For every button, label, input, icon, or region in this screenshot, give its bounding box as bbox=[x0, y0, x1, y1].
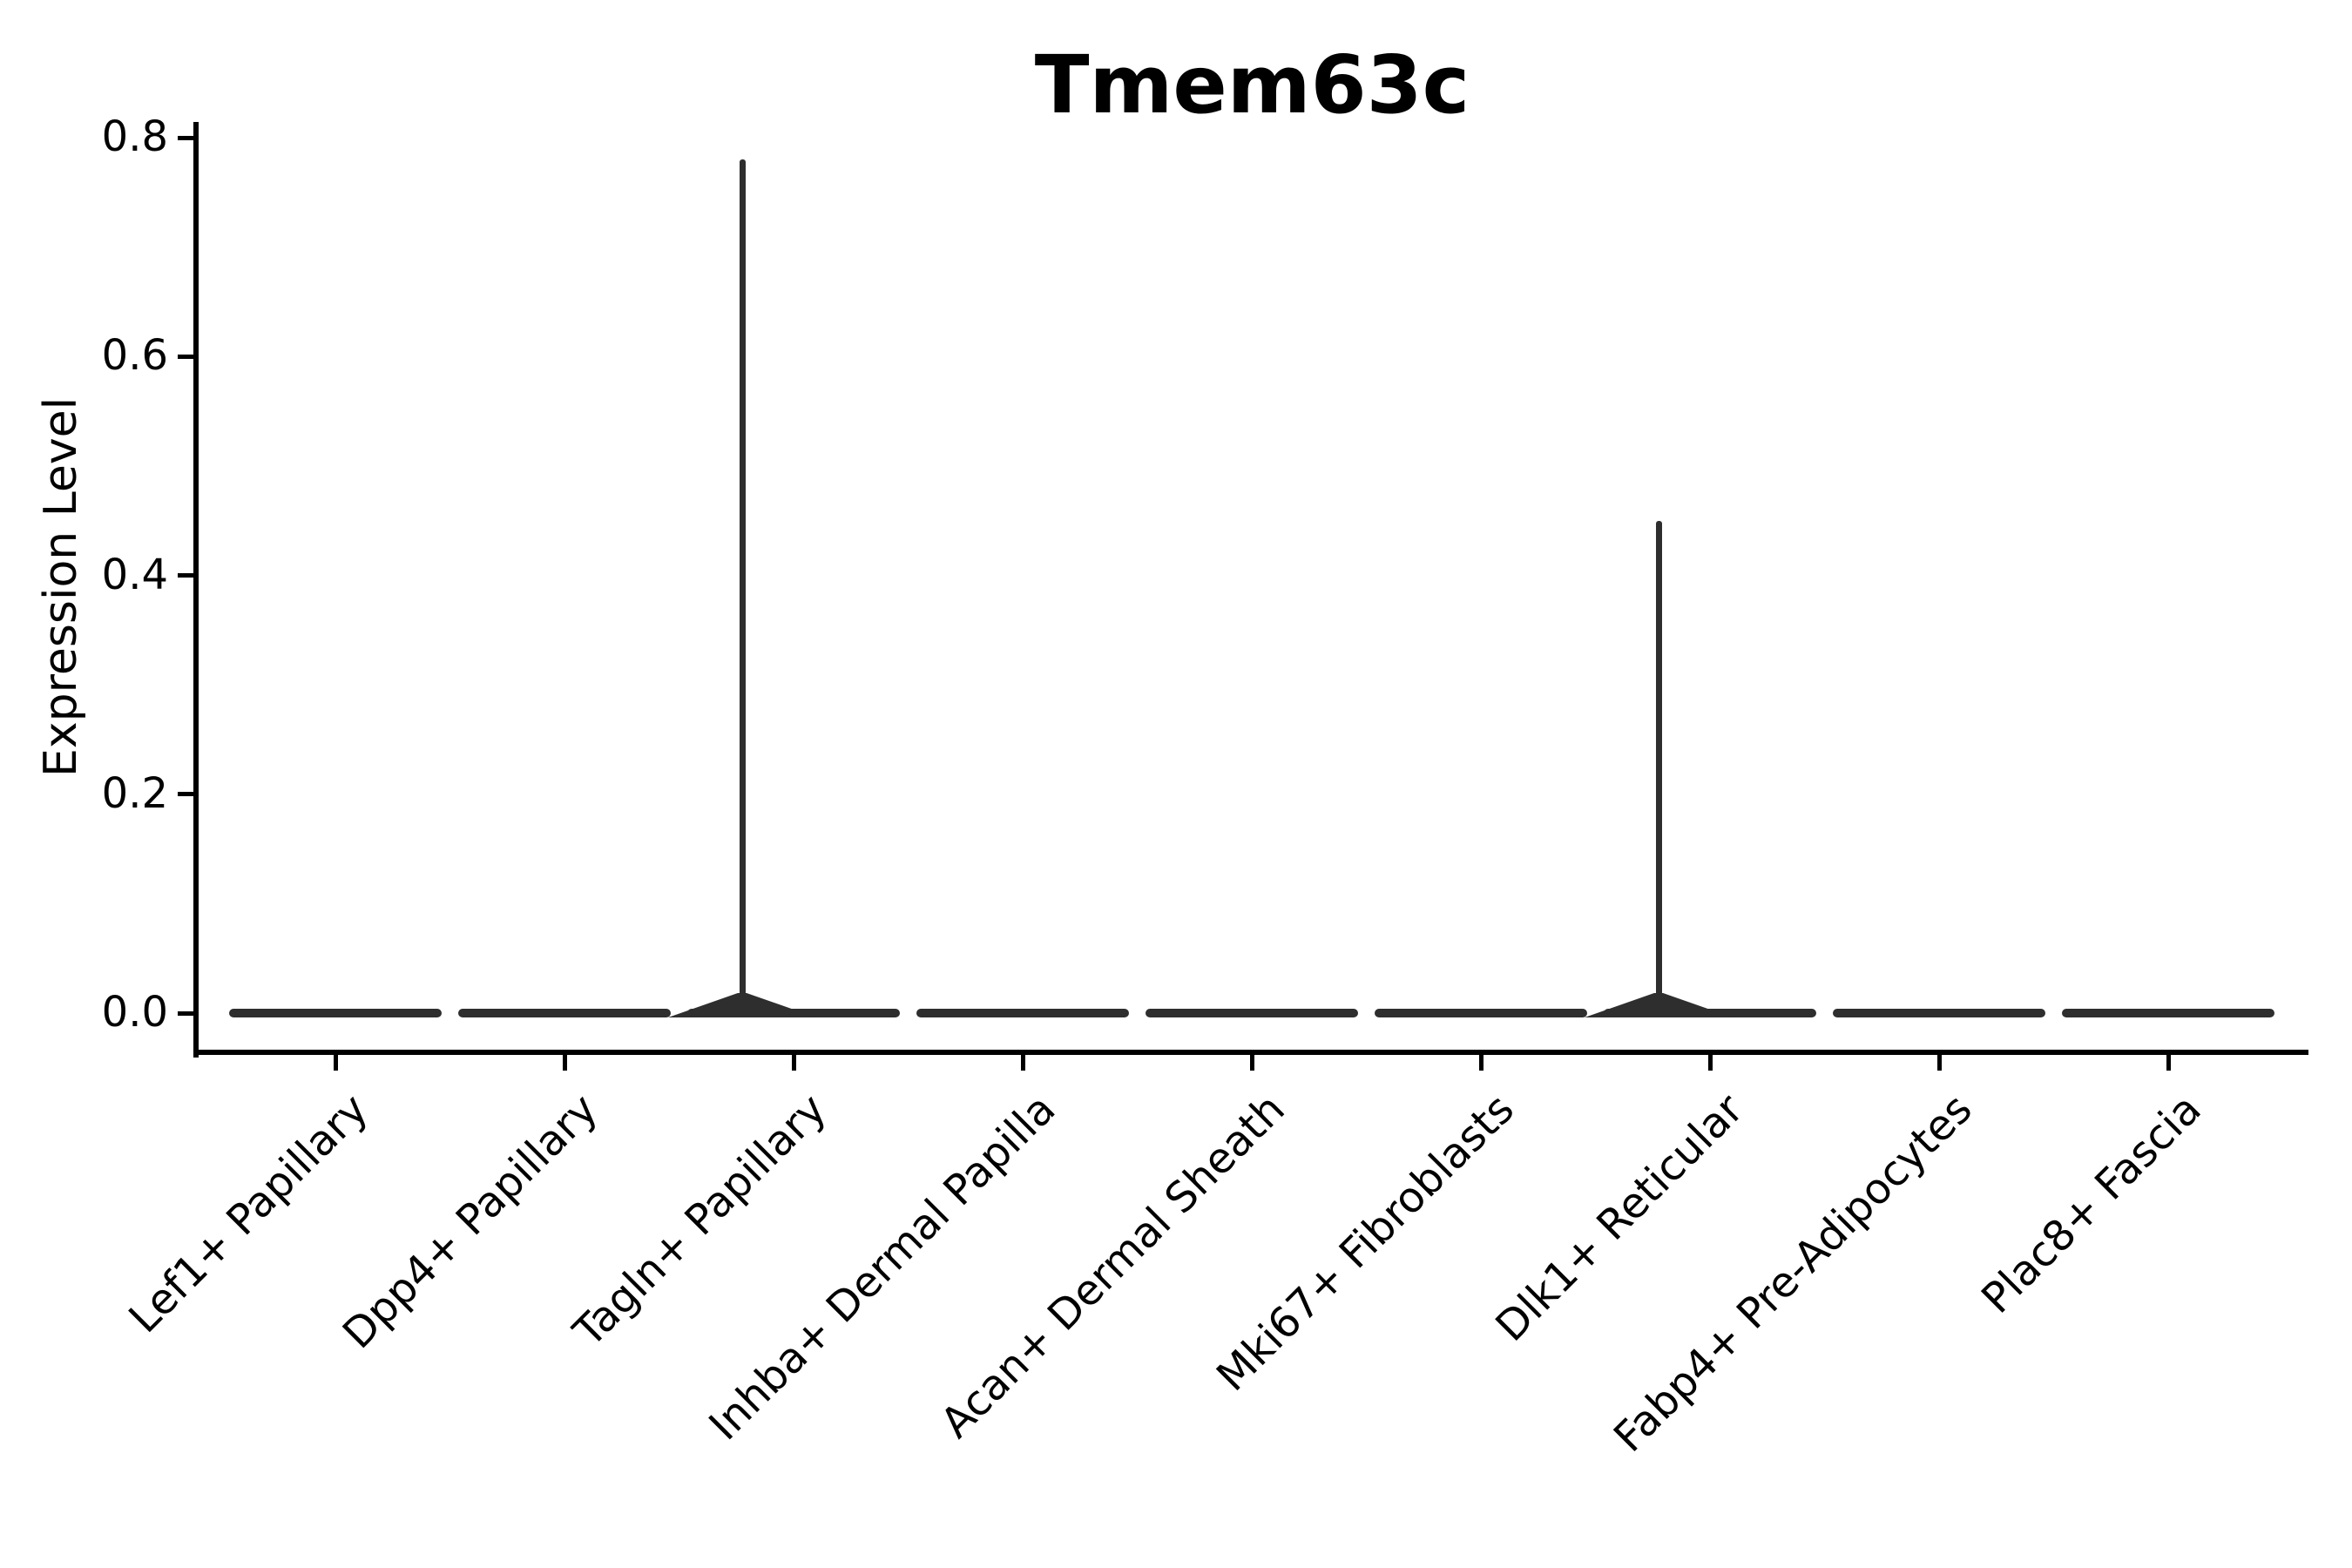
y-axis-tick-label: 0.8 bbox=[101, 112, 168, 162]
violin-body bbox=[2062, 1009, 2274, 1017]
y-axis-tick-label: 0.6 bbox=[101, 331, 168, 381]
x-axis-tick-label: Dpp4+ Papillary bbox=[333, 1085, 607, 1359]
y-axis-tick-label: 0.2 bbox=[101, 768, 168, 818]
violin-body bbox=[229, 1009, 442, 1017]
y-axis-spine bbox=[193, 122, 199, 1058]
y-axis-tick bbox=[178, 573, 193, 578]
violin-body bbox=[1375, 1009, 1587, 1017]
x-axis-tick-label: Tagln+ Papillary bbox=[564, 1085, 836, 1356]
x-axis-tick bbox=[1478, 1055, 1484, 1071]
x-axis-tick-label: Dlk1+ Reticular bbox=[1486, 1085, 1753, 1351]
x-axis-tick bbox=[1707, 1055, 1713, 1071]
violin-body bbox=[458, 1009, 671, 1017]
x-axis-tick bbox=[1020, 1055, 1025, 1071]
x-axis-tick bbox=[333, 1055, 338, 1071]
violin-spike bbox=[739, 159, 746, 1013]
violin-body bbox=[916, 1009, 1129, 1017]
x-axis-tick bbox=[791, 1055, 796, 1071]
x-axis-tick bbox=[1249, 1055, 1254, 1071]
y-axis-tick bbox=[178, 135, 193, 140]
chart-title: Tmem63c bbox=[1034, 38, 1470, 132]
violin-body bbox=[1146, 1009, 1358, 1017]
violin-spike bbox=[1655, 520, 1662, 1013]
x-axis-tick bbox=[562, 1055, 567, 1071]
x-axis-tick bbox=[2166, 1055, 2171, 1071]
x-axis-tick-label: Plac8+ Fascia bbox=[1972, 1085, 2211, 1323]
violin-body bbox=[1833, 1009, 2045, 1017]
x-axis-tick bbox=[1936, 1055, 1942, 1071]
y-axis-tick bbox=[178, 354, 193, 359]
y-axis-tick-label: 0.0 bbox=[101, 988, 168, 1037]
x-axis-tick-label: Lef1+ Papillary bbox=[119, 1085, 378, 1343]
y-axis-tick bbox=[178, 792, 193, 797]
y-axis-label-text: Expression Level bbox=[35, 396, 87, 778]
y-axis-tick bbox=[178, 1010, 193, 1016]
y-axis-tick-label: 0.4 bbox=[101, 550, 168, 599]
x-axis-spine bbox=[193, 1050, 2308, 1055]
